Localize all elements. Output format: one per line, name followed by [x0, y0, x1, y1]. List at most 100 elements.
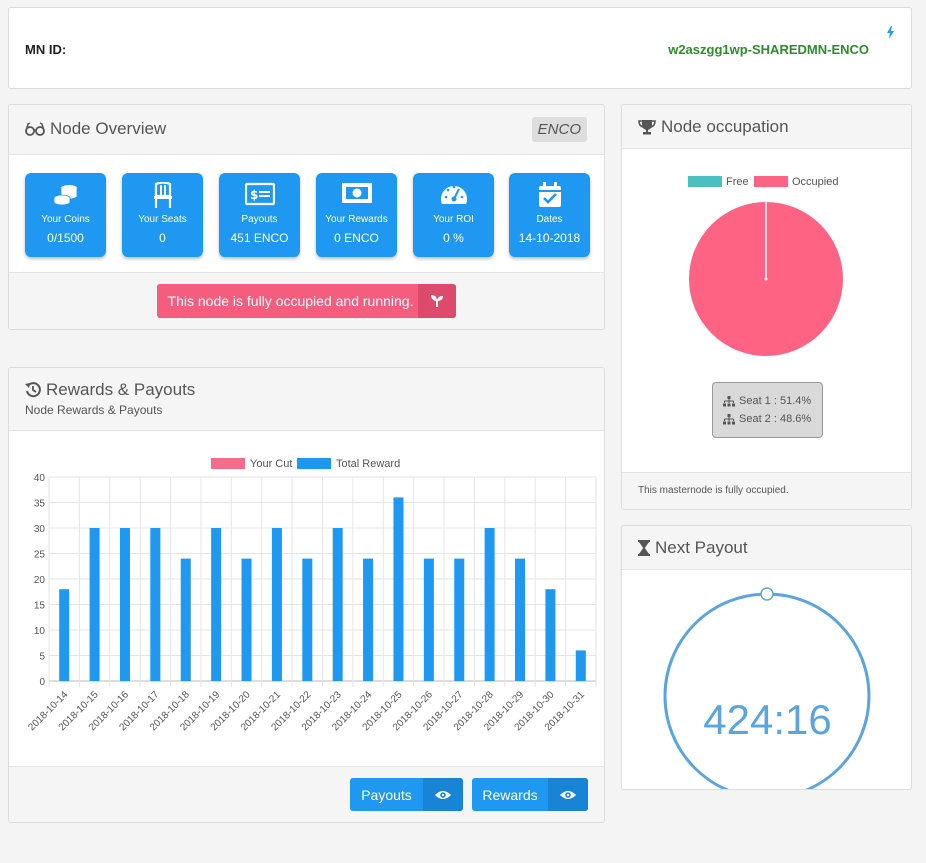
bolt-icon — [887, 26, 894, 39]
history-icon — [25, 382, 41, 398]
y-tick-label: 10 — [34, 626, 46, 637]
rewards-button-label: Rewards — [482, 786, 538, 803]
tile-your-seats[interactable]: Your Seats 0 — [122, 173, 203, 257]
bar-total-reward[interactable] — [545, 589, 556, 681]
eye-icon — [560, 790, 576, 799]
occupation-pie-chart: Free Occupied — [688, 176, 843, 356]
tile-value: 0/1500 — [47, 231, 84, 245]
rewards-button[interactable]: Rewards — [472, 778, 588, 811]
bar-total-reward[interactable] — [271, 528, 282, 681]
coins-icon — [53, 185, 77, 206]
node-overview-header: Node Overview ENCO — [9, 105, 604, 155]
rewards-header: Rewards & Payouts Node Rewards & Payouts — [9, 368, 604, 431]
chair-icon — [153, 182, 172, 208]
hourglass-icon — [638, 540, 650, 556]
next-payout-card: Next Payout 424:16 — [621, 525, 912, 790]
occupation-footer: This masternode is fully occupied. — [622, 472, 911, 509]
rewards-bar-chart: Your Cut Total Reward 0510152025303540201… — [26, 458, 597, 733]
mn-id-value: w2aszgg1wp-SHAREDMN-ENCO — [668, 42, 869, 57]
tile-dates[interactable]: Dates 14-10-2018 — [509, 173, 590, 257]
bar-total-reward[interactable] — [89, 528, 100, 681]
legend-swatch[interactable] — [297, 458, 331, 469]
bar-total-reward[interactable] — [59, 589, 70, 681]
node-occupation-card: Node occupation Free Occupied Seat 1 : 51… — [621, 104, 912, 510]
occupation-title: Node occupation — [661, 117, 789, 136]
tile-label: Your ROI — [433, 214, 474, 225]
seat-text: Seat 1 : 51.4% — [739, 395, 812, 407]
y-tick-label: 30 — [34, 524, 46, 535]
bar-total-reward[interactable] — [484, 528, 495, 681]
bar-total-reward[interactable] — [423, 558, 434, 681]
gauge-icon — [440, 185, 467, 204]
payout-header: Next Payout — [622, 526, 911, 570]
legend-swatch[interactable] — [754, 176, 788, 187]
node-overview-card: Node Overview ENCO Your Coins 0/1500 — [8, 104, 605, 330]
payouts-button[interactable]: Payouts — [350, 778, 463, 811]
tile-label: Your Seats — [138, 214, 187, 225]
seat-line: Seat 2 : 48.6% — [723, 410, 812, 428]
legend-label: Your Cut — [250, 458, 292, 470]
tile-value: 451 ENCO — [230, 231, 289, 245]
node-overview-footer: This node is fully occupied and running. — [9, 272, 604, 329]
rewards-title: Rewards & Payouts — [46, 380, 196, 399]
tile-payouts[interactable]: $ Payouts 451 ENCO — [219, 173, 300, 257]
timer-value: 424:16 — [703, 696, 832, 743]
occupation-footer-text: This masternode is fully occupied. — [638, 485, 789, 496]
legend-label: Total Reward — [336, 458, 400, 470]
bar-total-reward[interactable] — [211, 528, 222, 681]
legend-swatch[interactable] — [211, 458, 245, 469]
tile-label: Your Rewards — [325, 214, 388, 225]
svg-text:$: $ — [250, 188, 258, 202]
bar-total-reward[interactable] — [393, 497, 404, 681]
eye-icon — [435, 790, 451, 799]
bar-total-reward[interactable] — [241, 558, 252, 681]
node-status-text: This node is fully occupied and running. — [167, 293, 414, 309]
rewards-subtitle: Node Rewards & Payouts — [25, 403, 163, 417]
sitemap-icon — [723, 395, 735, 406]
coin-badge: ENCO — [531, 117, 587, 142]
bar-total-reward[interactable] — [515, 558, 526, 681]
node-status-button[interactable]: This node is fully occupied and running. — [157, 284, 456, 318]
tile-your-rewards[interactable]: Your Rewards 0 ENCO — [316, 173, 397, 257]
banknote-icon — [341, 183, 372, 203]
tile-your-roi[interactable]: Your ROI 0 % — [413, 173, 494, 257]
legend-label: Free — [726, 176, 749, 188]
timer-handle[interactable] — [760, 587, 774, 601]
sitemap-icon — [723, 413, 735, 424]
bar-total-reward[interactable] — [454, 558, 465, 681]
legend-swatch[interactable] — [688, 176, 722, 187]
tile-label: Your Coins — [41, 214, 90, 225]
tile-value: 14-10-2018 — [518, 231, 581, 245]
pie-center — [764, 277, 768, 281]
bar-total-reward[interactable] — [363, 558, 374, 681]
y-tick-label: 25 — [34, 550, 46, 561]
rewards-footer: Payouts Rewards — [9, 766, 604, 822]
money-bill-icon: $ — [244, 182, 275, 206]
bar-total-reward[interactable] — [332, 528, 343, 681]
seat-line: Seat 1 : 51.4% — [723, 392, 812, 410]
y-tick-label: 40 — [34, 473, 46, 484]
bar-total-reward[interactable] — [150, 528, 161, 681]
tile-value: 0 ENCO — [334, 231, 379, 245]
payouts-button-label: Payouts — [361, 786, 412, 803]
tile-label: Dates — [536, 214, 563, 225]
bar-total-reward[interactable] — [575, 650, 586, 681]
tile-your-coins[interactable]: Your Coins 0/1500 — [25, 173, 106, 257]
legend-label: Occupied — [792, 176, 838, 188]
node-overview-title: Node Overview — [50, 119, 167, 138]
seat-summary: Seat 1 : 51.4% Seat 2 : 48.6% — [712, 382, 823, 438]
bar-total-reward[interactable] — [180, 558, 191, 681]
occupation-header: Node occupation — [622, 105, 911, 149]
bar-total-reward[interactable] — [119, 528, 130, 681]
tile-value: 0 — [159, 231, 166, 245]
glasses-icon — [25, 122, 45, 136]
y-tick-label: 5 — [39, 652, 45, 663]
calendar-check-icon — [538, 182, 561, 207]
y-tick-label: 0 — [39, 677, 45, 688]
mn-id-label: MN ID: — [25, 42, 67, 57]
y-tick-label: 15 — [34, 601, 46, 612]
payout-title: Next Payout — [655, 538, 748, 557]
bar-total-reward[interactable] — [302, 558, 313, 681]
payout-timer: 424:16 — [622, 570, 911, 789]
trophy-icon — [638, 120, 656, 135]
